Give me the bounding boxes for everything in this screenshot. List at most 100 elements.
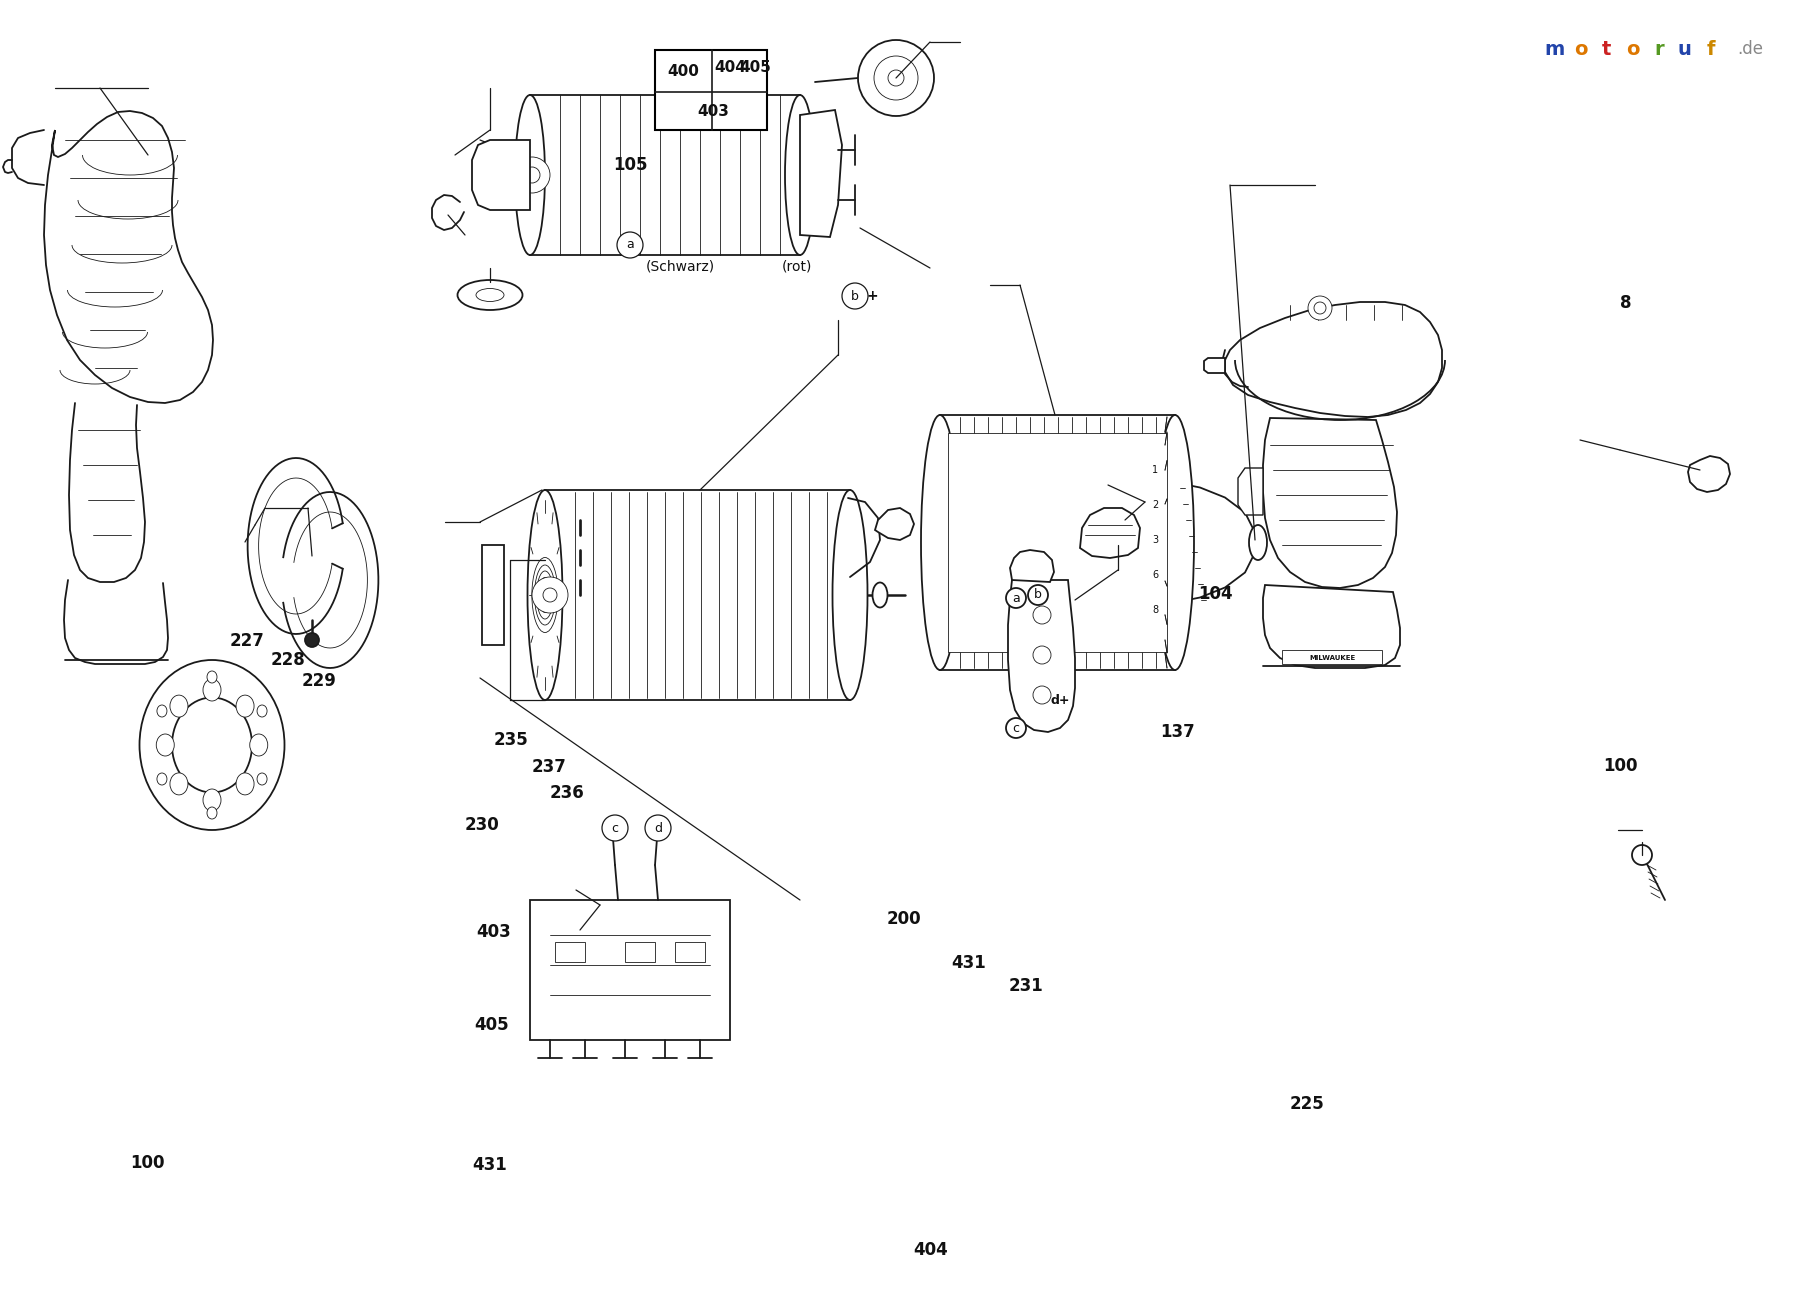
- Text: 1: 1: [1152, 465, 1157, 475]
- Text: 105: 105: [612, 156, 648, 174]
- Text: 229: 229: [301, 672, 337, 690]
- Ellipse shape: [544, 590, 547, 600]
- Text: MILWAUKEE: MILWAUKEE: [1309, 655, 1355, 661]
- Circle shape: [842, 283, 868, 309]
- Text: f: f: [1706, 40, 1715, 59]
- Circle shape: [617, 232, 643, 258]
- Polygon shape: [875, 508, 914, 540]
- Ellipse shape: [250, 734, 268, 756]
- Ellipse shape: [515, 95, 545, 255]
- Text: d: d: [653, 822, 662, 835]
- Text: t: t: [1602, 40, 1611, 59]
- Bar: [655, 49, 767, 130]
- Circle shape: [1033, 646, 1051, 664]
- Ellipse shape: [157, 773, 167, 785]
- Text: 235: 235: [493, 730, 529, 749]
- Ellipse shape: [536, 572, 553, 618]
- Bar: [554, 943, 585, 962]
- Polygon shape: [1204, 358, 1226, 372]
- Text: 2: 2: [1152, 500, 1157, 510]
- Text: 228: 228: [270, 651, 306, 669]
- Circle shape: [1006, 589, 1026, 608]
- Ellipse shape: [1249, 525, 1267, 560]
- Text: o: o: [1573, 40, 1588, 59]
- Circle shape: [524, 167, 540, 184]
- Text: +: +: [866, 289, 878, 303]
- Polygon shape: [43, 111, 212, 404]
- Text: 100: 100: [130, 1154, 166, 1172]
- Polygon shape: [1010, 549, 1055, 582]
- Ellipse shape: [832, 490, 868, 700]
- Ellipse shape: [542, 585, 549, 605]
- Text: 237: 237: [531, 758, 567, 776]
- Polygon shape: [1264, 585, 1400, 668]
- Ellipse shape: [157, 734, 175, 756]
- Text: 200: 200: [886, 910, 922, 928]
- Text: 104: 104: [1197, 585, 1233, 603]
- Polygon shape: [1238, 467, 1264, 516]
- Bar: [529, 900, 731, 1040]
- Ellipse shape: [140, 660, 284, 829]
- Circle shape: [1033, 686, 1051, 704]
- Text: 403: 403: [475, 923, 511, 941]
- Text: a: a: [626, 238, 634, 251]
- Text: d+: d+: [1049, 694, 1069, 707]
- Text: o: o: [1625, 40, 1640, 59]
- Polygon shape: [1226, 302, 1442, 417]
- Text: c: c: [612, 822, 619, 835]
- Bar: [625, 943, 655, 962]
- Circle shape: [1633, 845, 1652, 865]
- Text: a: a: [1012, 591, 1021, 604]
- Ellipse shape: [785, 95, 815, 255]
- Ellipse shape: [538, 578, 551, 612]
- Circle shape: [1309, 296, 1332, 320]
- Circle shape: [1314, 302, 1327, 314]
- Ellipse shape: [527, 490, 562, 700]
- Ellipse shape: [535, 565, 556, 625]
- Ellipse shape: [203, 680, 221, 700]
- Text: 431: 431: [472, 1156, 508, 1174]
- Text: 405: 405: [473, 1016, 509, 1034]
- Text: 3: 3: [1152, 535, 1157, 546]
- Circle shape: [304, 633, 319, 647]
- Text: b: b: [851, 289, 859, 302]
- Bar: [545, 490, 850, 700]
- Ellipse shape: [257, 773, 266, 785]
- Text: (Schwarz): (Schwarz): [646, 260, 715, 273]
- Text: .de: .de: [1737, 40, 1762, 59]
- Text: 231: 231: [1008, 976, 1044, 995]
- Text: u: u: [1678, 40, 1692, 59]
- Ellipse shape: [207, 671, 218, 684]
- Bar: [940, 415, 1175, 671]
- Circle shape: [544, 589, 556, 602]
- Ellipse shape: [257, 704, 266, 717]
- Polygon shape: [1080, 508, 1139, 559]
- Polygon shape: [1264, 418, 1397, 589]
- Polygon shape: [1008, 579, 1075, 732]
- Text: 404: 404: [913, 1241, 949, 1259]
- Ellipse shape: [922, 415, 959, 671]
- Bar: [482, 546, 504, 644]
- Text: 236: 236: [549, 784, 585, 802]
- Ellipse shape: [169, 695, 187, 717]
- Text: 230: 230: [464, 816, 500, 835]
- Text: 405: 405: [740, 60, 770, 76]
- Ellipse shape: [475, 289, 504, 302]
- Ellipse shape: [236, 695, 254, 717]
- Polygon shape: [472, 141, 529, 210]
- Text: 8: 8: [1152, 605, 1157, 615]
- Ellipse shape: [173, 698, 252, 793]
- Ellipse shape: [457, 280, 522, 310]
- Text: 137: 137: [1159, 723, 1195, 741]
- Text: 225: 225: [1289, 1095, 1325, 1113]
- Text: r: r: [1654, 40, 1663, 59]
- Circle shape: [1033, 605, 1051, 624]
- Bar: [949, 434, 1166, 652]
- Circle shape: [533, 577, 569, 613]
- Polygon shape: [1175, 483, 1255, 603]
- Text: 403: 403: [697, 104, 729, 120]
- Ellipse shape: [207, 807, 218, 819]
- Text: m: m: [1544, 40, 1564, 59]
- Circle shape: [601, 815, 628, 841]
- Text: 400: 400: [668, 65, 698, 79]
